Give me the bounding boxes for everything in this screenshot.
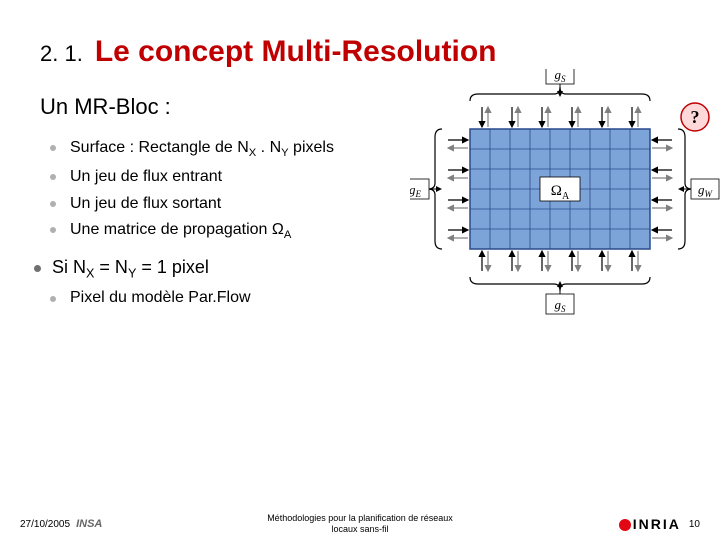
- mr-bloc-diagram: gSgSgEgWΩA?: [410, 69, 720, 349]
- sub-heading: Un MR-Bloc :: [40, 94, 370, 120]
- svg-text:?: ?: [691, 107, 700, 127]
- inria-logo: INRIA: [619, 516, 681, 532]
- footer: 27/10/2005 INSA Méthodologies pour la pl…: [0, 516, 720, 532]
- footer-caption: Méthodologies pour la planification de r…: [267, 513, 453, 535]
- section-number: 2. 1.: [40, 41, 83, 67]
- bullet-list: Surface : Rectangle de NX . NY pixels Un …: [70, 138, 370, 243]
- footer-date: 27/10/2005: [20, 519, 70, 530]
- bullet-item: Un jeu de flux entrant: [70, 167, 370, 188]
- slide-title: Le concept Multi-Resolution: [95, 35, 497, 69]
- bullet-item: Un jeu de flux sortant: [70, 194, 370, 215]
- slide-number: 10: [689, 519, 700, 530]
- main-bullet: Si NX = NY = 1 pixel: [52, 257, 370, 281]
- bullet-item: Une matrice de propagation ΩA: [70, 220, 370, 243]
- sub-bullet-list: Pixel du modèle Par.Flow: [70, 289, 370, 307]
- insa-logo: INSA: [76, 518, 102, 530]
- bullet-item: Surface : Rectangle de NX . NY pixels: [70, 138, 370, 161]
- sub-bullet: Pixel du modèle Par.Flow: [70, 289, 370, 307]
